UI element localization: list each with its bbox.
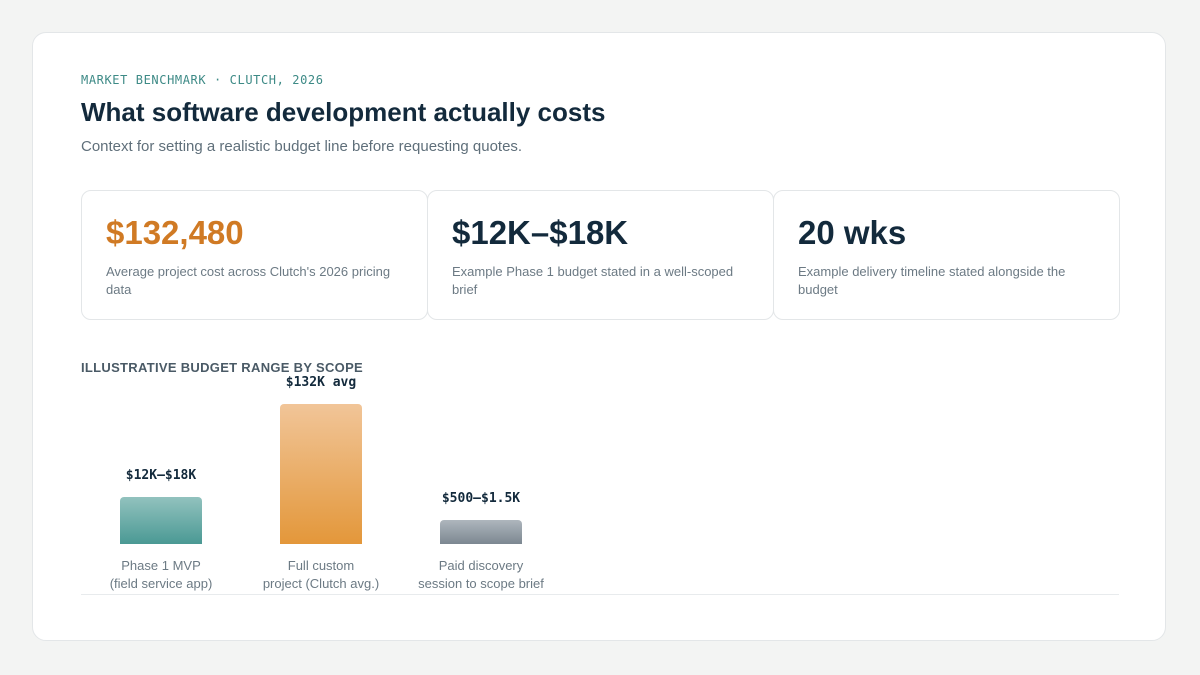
page-subtitle: Context for setting a realistic budget l… <box>81 138 523 155</box>
page-title: What software development actually costs <box>81 97 606 127</box>
stat-card-phase1-budget: $12K–$18K Example Phase 1 budget stated … <box>427 190 774 320</box>
bar-category-line: Full custom <box>287 558 355 573</box>
bar-group: $132K avg Full custom project (Clutch avg.… <box>251 373 391 595</box>
bar-category-label: Full custom project (Clutch avg.) <box>231 557 411 593</box>
stat-description: Example delivery timeline stated alongsi… <box>798 264 1066 297</box>
bar-group: $12K–$18K Phase 1 MVP (field service app) <box>91 373 231 595</box>
stat-value: $12K–$18K <box>452 214 629 251</box>
bar-group: $500–$1.5K Paid discovery session to scope… <box>411 373 551 595</box>
bar-category-line: Paid discovery <box>438 558 524 573</box>
bar-category-line: session to scope brief <box>418 576 544 591</box>
eyebrow-label: MARKET BENCHMARK · CLUTCH, 2026 <box>81 73 324 87</box>
bar <box>280 404 362 544</box>
stat-card-average-cost: $132,480 Average project cost across Clu… <box>81 190 428 320</box>
stat-card-timeline: 20 wks Example delivery timeline stated … <box>773 190 1120 320</box>
bar <box>120 497 202 544</box>
bar-category-line: project (Clutch avg.) <box>262 576 380 591</box>
bar-value-label: $12K–$18K <box>125 468 197 483</box>
bar-value-label: $132K avg <box>285 375 357 390</box>
bar <box>440 520 522 544</box>
bar-value-label: $500–$1.5K <box>441 491 521 506</box>
benchmark-card: MARKET BENCHMARK · CLUTCH, 2026 What sof… <box>32 32 1166 641</box>
stat-value: $132,480 <box>106 214 244 251</box>
bar-category-label: Paid discovery session to scope brief <box>391 557 571 593</box>
bar-category-line: Phase 1 MVP <box>121 558 201 573</box>
chart-baseline <box>81 594 1119 595</box>
stat-description: Average project cost across Clutch's 202… <box>106 264 391 297</box>
budget-bar-chart: $12K–$18K Phase 1 MVP (field service app) $… <box>81 373 1119 595</box>
chart-title: ILLUSTRATIVE BUDGET RANGE BY SCOPE <box>81 360 364 375</box>
bar-category-label: Phase 1 MVP (field service app) <box>71 557 251 593</box>
stats-row: $132,480 Average project cost across Clu… <box>81 190 1120 320</box>
stat-description: Example Phase 1 budget stated in a well-… <box>452 264 734 297</box>
stat-value: 20 wks <box>798 214 907 251</box>
bar-category-line: (field service app) <box>109 576 213 591</box>
